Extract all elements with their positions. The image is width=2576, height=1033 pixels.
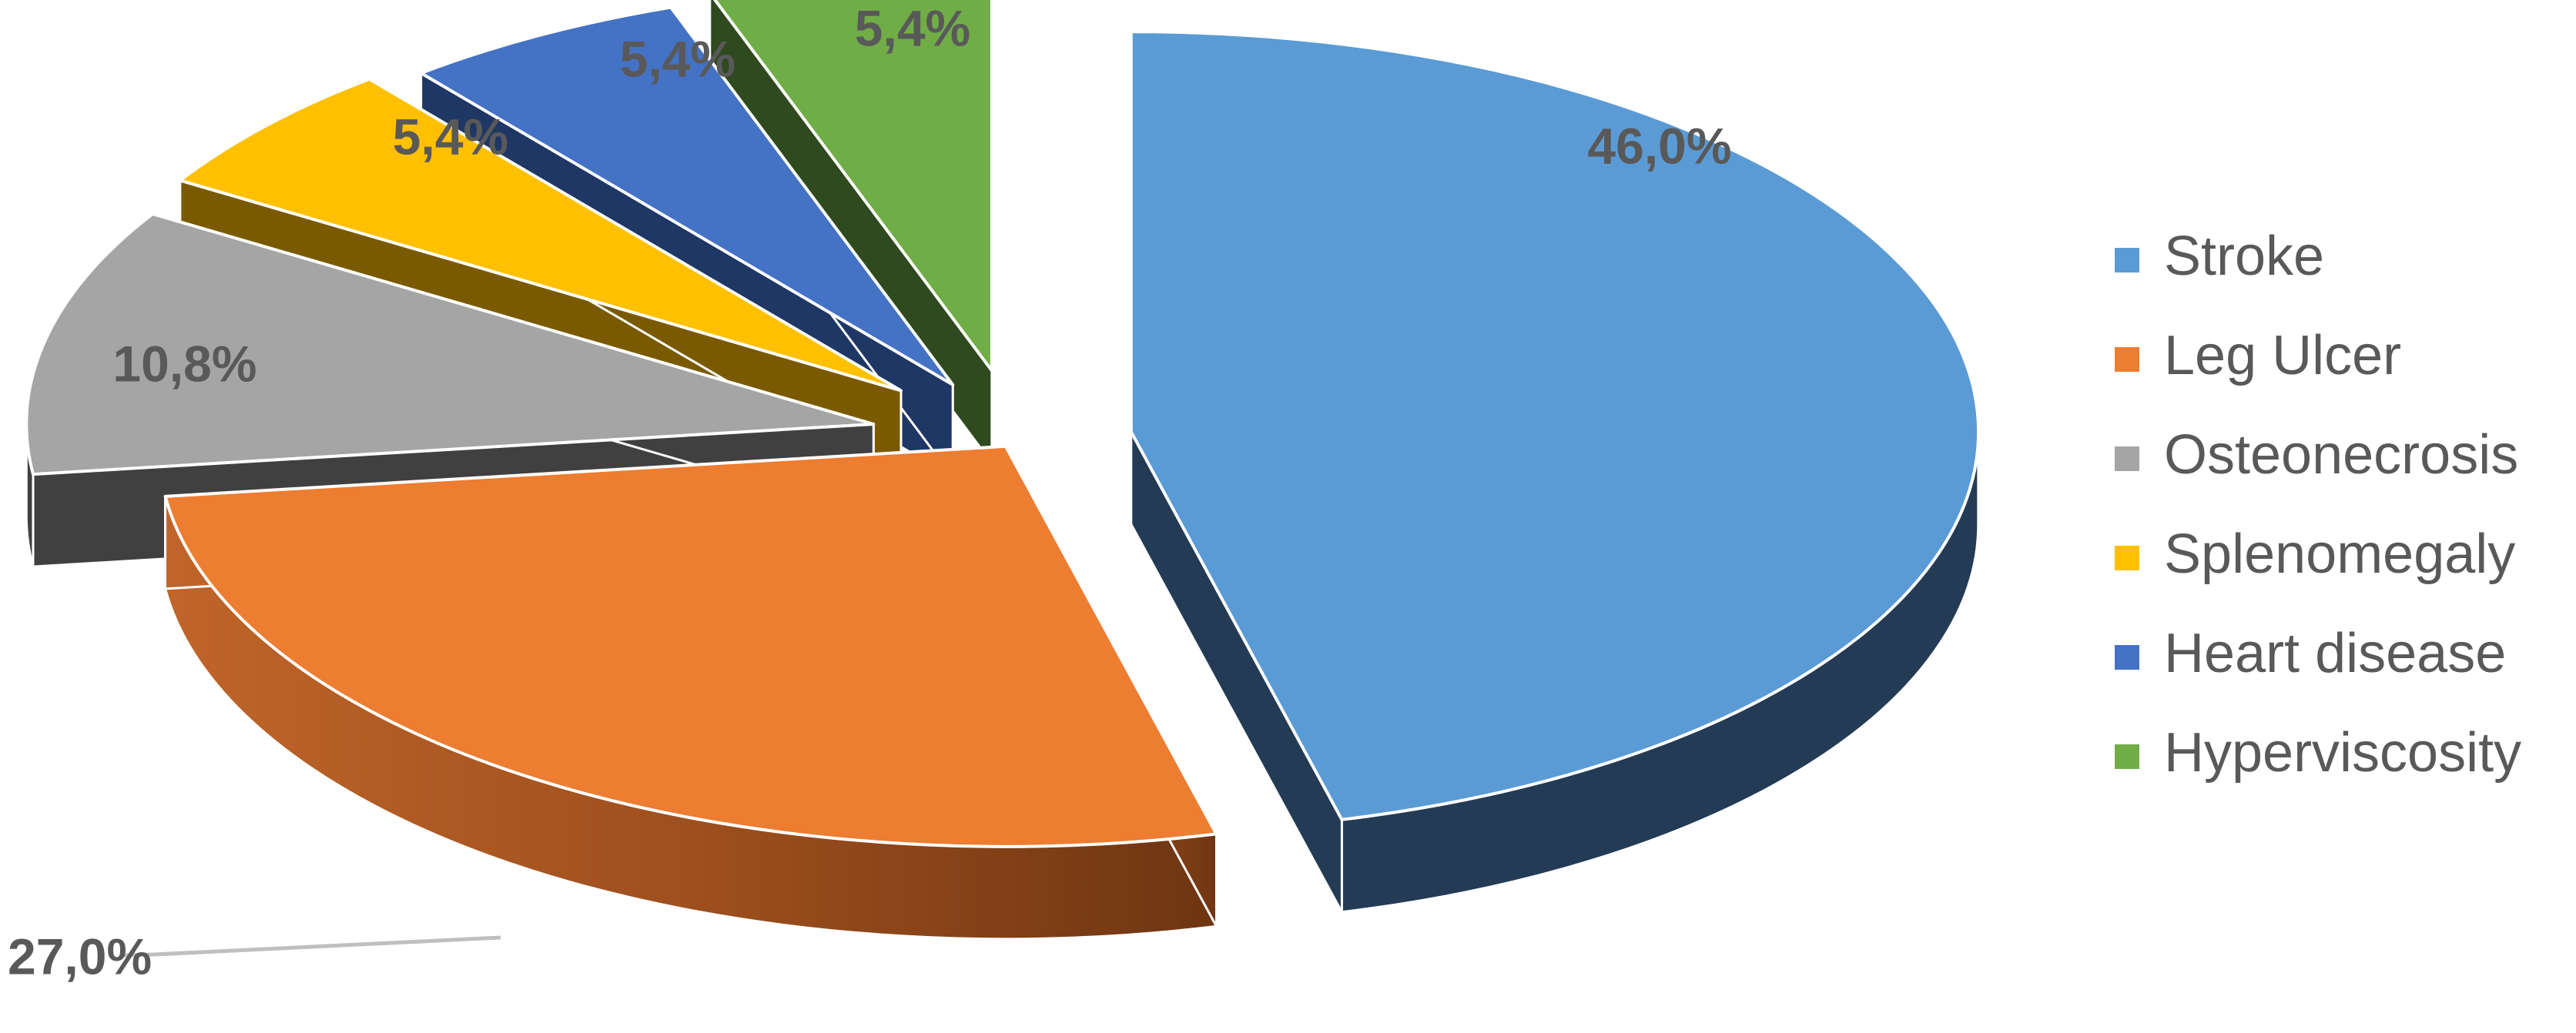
legend-swatch — [2115, 248, 2139, 272]
data-label-osteonecrosis: 10,8% — [112, 335, 256, 392]
legend-item-stroke: Stroke — [2115, 226, 2324, 287]
leader-line — [122, 935, 501, 958]
legend-item-osteonecrosis: Osteonecrosis — [2115, 424, 2518, 486]
data-label-stroke: 46,0% — [1587, 117, 1731, 174]
legend-label: Hyperviscosity — [2164, 722, 2521, 784]
data-labels: 46,0% 27,0% 10,8% 5,4% 5,4% 5,4% — [8, 0, 1732, 985]
legend-label: Splenomegaly — [2164, 523, 2515, 585]
pie-slice-osteonecrosis — [25, 212, 876, 568]
legend-swatch — [2115, 546, 2139, 570]
legend-item-splenomegaly: Splenomegaly — [2115, 523, 2515, 585]
pie-slices — [25, 0, 1981, 941]
legend-item-hyperviscosity: Hyperviscosity — [2115, 722, 2521, 784]
pie-slice-top-stroke — [1129, 30, 1981, 821]
pie-slice-stroke — [1129, 30, 1981, 914]
legend-item-heart-disease: Heart disease — [2115, 623, 2506, 684]
legend: Stroke Leg Ulcer Osteonecrosis Splenomegaly… — [2115, 226, 2521, 784]
pie-slice-top-osteonecrosis — [25, 212, 876, 476]
legend-label: Heart disease — [2164, 623, 2506, 684]
legend-swatch — [2115, 744, 2139, 769]
pie-slice-leg-ulcer — [163, 444, 1218, 941]
legend-label: Osteonecrosis — [2164, 424, 2518, 486]
data-label-hyperviscosity: 5,4% — [855, 0, 970, 56]
legend-swatch — [2115, 645, 2139, 670]
legend-label: Stroke — [2164, 226, 2324, 287]
data-label-leg-ulcer: 27,0% — [8, 928, 152, 985]
legend-swatch — [2115, 347, 2139, 372]
data-label-heart-disease: 5,4% — [620, 30, 735, 87]
legend-swatch — [2115, 446, 2139, 471]
pie-slice-top-heart-disease — [419, 5, 955, 386]
legend-label: Leg Ulcer — [2164, 325, 2401, 386]
legend-item-leg-ulcer: Leg Ulcer — [2115, 325, 2401, 386]
pie-slice-top-leg-ulcer — [163, 444, 1218, 848]
pie-slice-top-hyperviscosity — [712, 0, 993, 373]
data-label-splenomegaly: 5,4% — [393, 108, 508, 165]
pie-slice-top-splenomegaly — [178, 77, 903, 393]
